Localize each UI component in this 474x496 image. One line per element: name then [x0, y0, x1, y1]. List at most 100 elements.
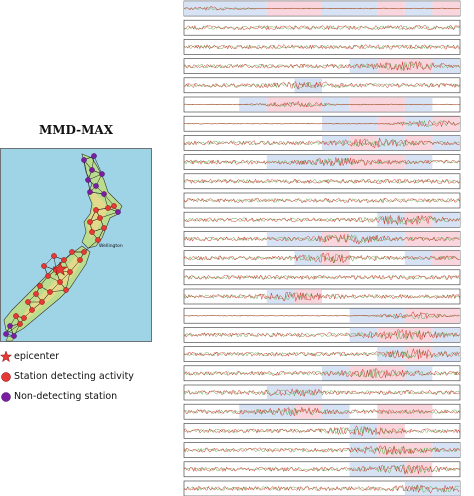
detecting-station-17 [95, 237, 101, 243]
trace-25-red-signal [183, 484, 460, 494]
trace-22-green-signal [183, 426, 460, 436]
trace-row-19 [183, 365, 461, 382]
detecting-station-16 [81, 249, 87, 255]
non-detecting-station-5 [91, 153, 97, 159]
non-detecting-station-1 [89, 167, 95, 173]
trace-row-23 [183, 442, 461, 458]
trace-row-25 [183, 480, 461, 496]
trace-row-12 [183, 231, 461, 247]
non-detecting-station-2 [85, 177, 91, 183]
trace-row-18 [183, 346, 461, 362]
trace-25-green-signal [183, 484, 460, 493]
trace-row-3 [183, 58, 461, 74]
trace-20-blue-band-0 [266, 385, 322, 400]
north-island-inland [88, 188, 108, 238]
station-edge-47 [65, 271, 71, 291]
detecting-station-24 [111, 203, 117, 209]
legend-label-detecting: Station detecting activity [14, 371, 134, 382]
trace-7-pink-band-1 [404, 135, 433, 151]
trace-14-red-signal [183, 274, 460, 281]
trace-21-blue-band-0 [239, 404, 295, 419]
detecting-station-26 [17, 321, 23, 327]
trace-row-24 [183, 461, 461, 478]
red-circle-icon [1, 372, 11, 382]
detecting-station-20 [97, 215, 103, 221]
detecting-station-25 [25, 299, 31, 305]
trace-12-pink-band-0 [322, 231, 350, 247]
detecting-station-5 [77, 257, 83, 263]
epicenter-marker [52, 261, 68, 276]
trace-16-blue-band-0 [349, 308, 405, 323]
detecting-station-23 [87, 219, 93, 225]
trace-16-pink-band-0 [404, 308, 460, 323]
non-detecting-station-9 [3, 331, 9, 337]
trace-13-green-signal [183, 253, 460, 263]
trace-11-blue-band-1 [432, 212, 460, 227]
trace-13-blue-band-0 [294, 250, 322, 266]
non-detecting-station-0 [81, 157, 87, 163]
legend-item-epicenter: epicenter [0, 350, 174, 366]
trace-19-red-signal [183, 367, 460, 379]
trace-frame-10 [183, 192, 461, 209]
trace-7-pink-band-0 [349, 135, 378, 151]
station-edge-53 [83, 239, 99, 253]
trace-10-red-signal [183, 197, 460, 204]
trace-11-green-signal [183, 215, 460, 225]
trace-row-6 [183, 115, 461, 132]
trace-11-pink-band-0 [404, 212, 433, 227]
detecting-station-8 [47, 289, 53, 295]
trace-18-pink-band-0 [404, 346, 433, 362]
trace-row-7 [183, 135, 461, 151]
trace-row-10 [183, 192, 461, 209]
non-detecting-station-7 [101, 191, 107, 197]
legend-label-non-detecting: Non-detecting station [14, 391, 118, 402]
trace-19-pink-band-0 [349, 366, 405, 381]
purple-circle-icon [1, 392, 11, 402]
station-label-wellington: Wellington [99, 243, 123, 249]
detecting-station-19 [89, 229, 95, 235]
new-zealand-station-map: Wellington [0, 148, 152, 342]
trace-24-pink-band-0 [404, 462, 433, 477]
trace-23-green-signal [183, 445, 460, 456]
trace-8-red-signal [183, 157, 460, 167]
trace-20-red-signal [183, 387, 460, 397]
trace-17-red-signal [183, 329, 460, 340]
detecting-station-1 [45, 273, 51, 279]
station-edge-101 [93, 155, 103, 175]
trace-21-pink-band-0 [294, 404, 322, 419]
detecting-station-15 [63, 287, 69, 293]
trace-2-red-signal [183, 43, 460, 50]
trace-9-red-signal [183, 178, 460, 185]
trace-13-pink-band-0 [322, 250, 350, 266]
trace-7-red-signal [183, 137, 460, 149]
trace-17-green-signal [183, 330, 460, 341]
trace-22-red-signal [183, 425, 460, 436]
trace-24-red-signal [183, 463, 460, 475]
trace-4-red-signal [183, 80, 460, 91]
trace-12-blue-band-0 [266, 231, 322, 247]
trace-row-9 [183, 173, 461, 190]
trace-3-pink-band-0 [377, 58, 433, 74]
trace-0-red-signal [184, 6, 460, 11]
seismic-traces-panel: 0s5s10s15s20s25s30s35s40s45s50s [183, 0, 461, 496]
trace-row-1 [183, 19, 461, 36]
trace-13-blue-band-1 [404, 250, 433, 266]
trace-row-21 [183, 403, 461, 420]
trace-18-red-signal [183, 347, 460, 360]
legend-item-non-detecting: Non-detecting station [0, 390, 174, 406]
station-edge-113 [5, 323, 21, 335]
detecting-station-18 [101, 225, 107, 231]
trace-23-pink-band-0 [377, 442, 433, 458]
trace-12-blue-band-1 [349, 231, 405, 247]
trace-6-pink-band-0 [377, 116, 405, 131]
station-edge-86 [83, 159, 89, 181]
non-detecting-station-11 [115, 209, 121, 215]
detecting-station-22 [93, 207, 99, 213]
detecting-station-11 [21, 315, 27, 321]
trace-12-red-signal [183, 234, 460, 245]
legend-label-epicenter: epicenter [14, 351, 60, 362]
trace-13-red-signal [183, 252, 460, 264]
detecting-station-3 [61, 257, 67, 263]
trace-11-red-signal [183, 214, 460, 226]
trace-row-5 [183, 96, 461, 113]
